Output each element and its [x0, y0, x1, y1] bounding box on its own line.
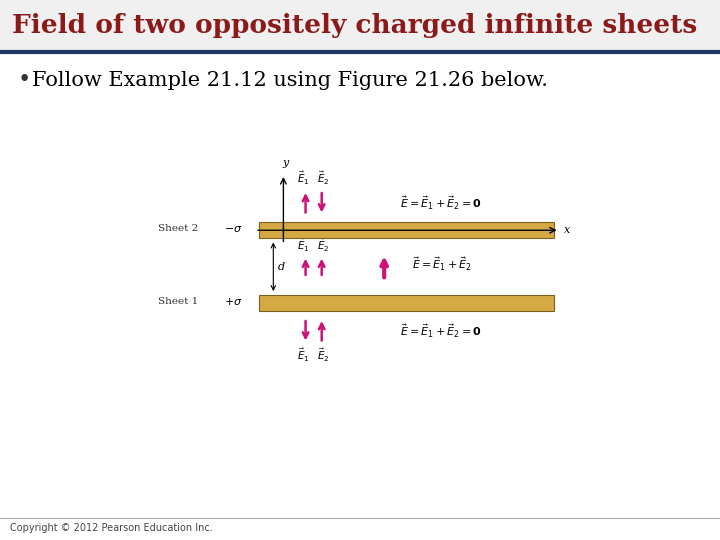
Text: $\vec{E}_2$: $\vec{E}_2$	[318, 236, 330, 253]
Text: d: d	[278, 262, 285, 272]
Text: Field of two oppositely charged infinite sheets: Field of two oppositely charged infinite…	[12, 12, 697, 37]
Text: •: •	[18, 69, 31, 91]
Text: $\vec{E}_1$: $\vec{E}_1$	[297, 170, 310, 187]
Text: $\vec{E}_1$: $\vec{E}_1$	[297, 347, 310, 364]
Bar	[259, 222, 554, 238]
Bar	[259, 295, 554, 311]
Text: $+\sigma$: $+\sigma$	[225, 296, 243, 307]
Text: y: y	[282, 158, 289, 168]
Text: $\vec{E} = \vec{E}_1 + \vec{E}_2 = \mathbf{0}$: $\vec{E} = \vec{E}_1 + \vec{E}_2 = \math…	[400, 322, 482, 340]
Text: $\vec{E}_2$: $\vec{E}_2$	[318, 347, 330, 364]
Text: $\vec{E} = \vec{E}_1 + \vec{E}_2 = \mathbf{0}$: $\vec{E} = \vec{E}_1 + \vec{E}_2 = \math…	[400, 194, 482, 212]
Text: Sheet 1: Sheet 1	[158, 298, 199, 306]
Text: $\vec{E}_2$: $\vec{E}_2$	[318, 170, 330, 187]
Text: $-\sigma$: $-\sigma$	[225, 224, 243, 234]
Bar	[0, 0, 720, 50]
Text: $\vec{E} = \vec{E}_1 + \vec{E}_2$: $\vec{E} = \vec{E}_1 + \vec{E}_2$	[413, 255, 472, 273]
Text: x: x	[564, 225, 570, 235]
Text: Sheet 2: Sheet 2	[158, 224, 199, 233]
Text: Copyright © 2012 Pearson Education Inc.: Copyright © 2012 Pearson Education Inc.	[10, 523, 212, 533]
Text: $\vec{E}_1$: $\vec{E}_1$	[297, 236, 310, 253]
Text: Follow Example 21.12 using Figure 21.26 below.: Follow Example 21.12 using Figure 21.26 …	[32, 71, 548, 90]
